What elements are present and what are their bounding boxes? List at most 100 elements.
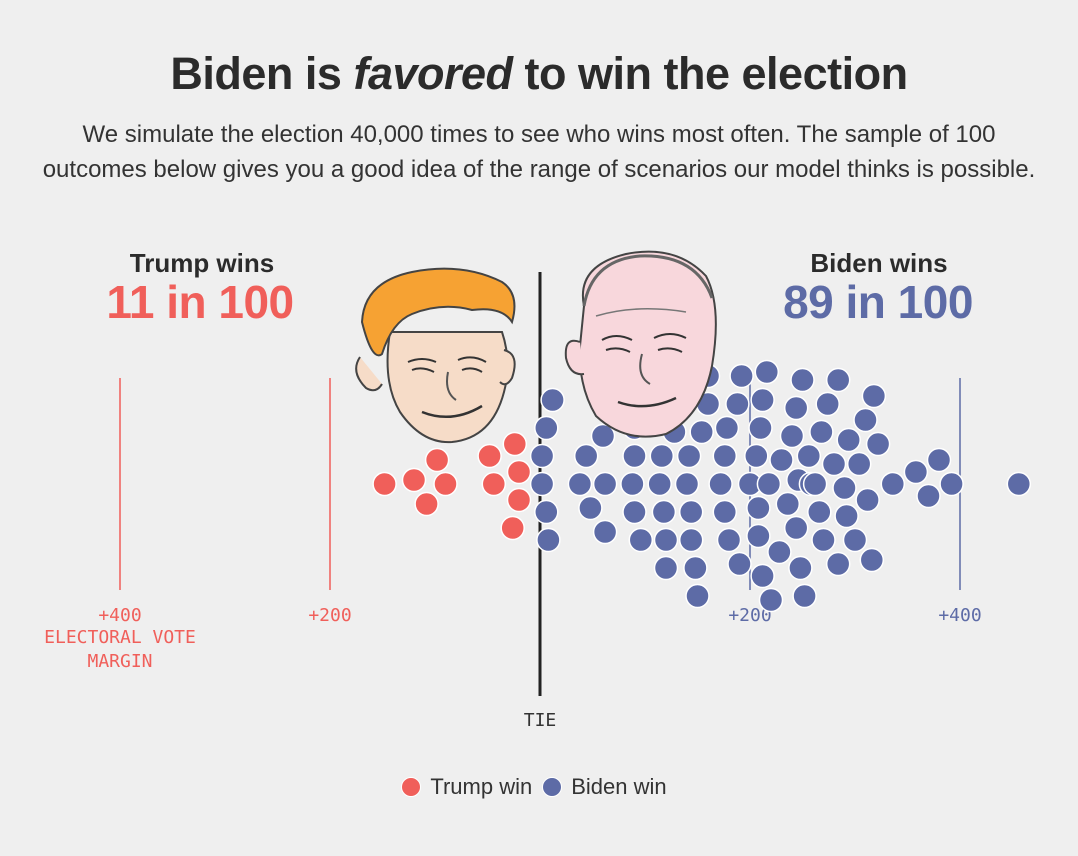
legend: Trump win Biden win [0, 774, 1078, 800]
headline: Biden is favored to win the election [0, 48, 1078, 100]
legend-item-biden: Biden win [542, 774, 667, 800]
biden-win-dot [811, 527, 836, 553]
biden-win-dot [783, 395, 809, 421]
biden-win-dot [727, 551, 752, 577]
biden-win-dot [729, 363, 754, 389]
biden-win-dot [796, 443, 822, 469]
headline-part1: Biden is [170, 48, 354, 99]
biden-win-dot [674, 471, 700, 497]
legend-biden-dot-icon [542, 777, 563, 797]
biden-win-dot [678, 499, 704, 525]
biden-win-dot [578, 495, 603, 521]
biden-win-dot [647, 471, 672, 497]
trump-win-dot [481, 471, 507, 497]
biden-win-dot [815, 391, 840, 417]
biden-win-dot [788, 555, 813, 581]
biden-win-dot [567, 471, 593, 497]
tick-label-biden-400: +400 [938, 605, 981, 626]
biden-win-dot [859, 547, 885, 573]
biden-portrait-illustration [564, 250, 717, 438]
biden-win-dot [725, 391, 750, 417]
trump-wins-count: 11 in 100 [106, 276, 294, 328]
biden-win-dot [748, 415, 773, 441]
trump-win-dot [506, 459, 532, 485]
biden-win-dot [529, 443, 555, 469]
dek: We simulate the election 40,000 times to… [42, 121, 1036, 183]
biden-win-dot [821, 451, 847, 477]
biden-win-dot [622, 499, 647, 525]
biden-win-dot [825, 551, 851, 577]
biden-win-dot [825, 367, 851, 393]
trump-win-dot [372, 471, 397, 497]
biden-win-dot [628, 527, 654, 553]
trump-portrait-illustration [355, 267, 516, 444]
biden-win-dot [880, 471, 906, 497]
trump-win-dot [502, 431, 528, 457]
biden-win-dot [534, 499, 559, 525]
biden-win-dot [653, 527, 679, 553]
biden-win-dot [775, 491, 801, 517]
biden-win-dot [716, 527, 742, 553]
biden-win-dot [540, 387, 565, 413]
biden-win-dot [529, 471, 555, 497]
biden-win-dot [861, 383, 887, 409]
tick-label-trump-400: +400 [98, 605, 141, 626]
trump-win-dot [401, 467, 427, 493]
biden-win-dot [649, 443, 675, 469]
biden-win-dot [683, 555, 708, 581]
biden-win-dot [746, 523, 771, 549]
legend-biden-label: Biden win [571, 774, 667, 799]
biden-win-dot [573, 443, 599, 469]
biden-win-dot [754, 359, 780, 385]
biden-win-dot [651, 499, 677, 525]
biden-win-dot [853, 407, 878, 433]
biden-win-dot [714, 415, 740, 441]
biden-win-dot [534, 415, 559, 441]
biden-win-dot [865, 431, 891, 457]
trump-win-dot [433, 471, 458, 497]
biden-win-dot [708, 471, 733, 497]
trump-win-dot [500, 515, 525, 541]
biden-win-dot [903, 459, 929, 485]
axis-title-line-1: ELECTORAL VOTE [44, 627, 196, 648]
biden-win-dot [783, 515, 809, 541]
biden-win-dot [939, 471, 964, 497]
biden-win-dot [689, 419, 714, 445]
biden-win-dot [758, 587, 784, 613]
biden-win-dot [536, 527, 561, 553]
tick-label-biden-200: +200 [728, 605, 771, 626]
biden-win-dot [620, 471, 645, 497]
biden-win-dot [792, 583, 817, 609]
trump-win-dot [424, 447, 450, 473]
biden-win-dot [653, 555, 679, 581]
biden-win-dot [756, 471, 782, 497]
biden-win-dot [622, 443, 647, 469]
biden-win-dot [685, 583, 710, 609]
biden-win-dot [834, 503, 859, 529]
trump-wins-label: Trump wins [129, 248, 275, 278]
trump-win-dot [477, 443, 502, 469]
biden-win-dot [807, 499, 832, 525]
biden-win-dot [832, 475, 857, 501]
biden-win-dot [846, 451, 872, 477]
biden-win-dot [744, 443, 769, 469]
biden-win-dot [767, 539, 792, 565]
legend-item-trump: Trump win [401, 774, 532, 800]
biden-win-dot [712, 499, 738, 525]
biden-win-dot [712, 443, 738, 469]
biden-win-dot [676, 443, 702, 469]
trump-win-dot [414, 491, 439, 517]
biden-win-dot [790, 367, 815, 393]
biden-win-dot [678, 527, 704, 553]
biden-win-dot [779, 423, 805, 449]
tie-label: TIE [524, 710, 557, 731]
legend-trump-dot-icon [401, 777, 422, 797]
legend-trump-label: Trump win [430, 774, 533, 799]
biden-wins-label: Biden wins [810, 248, 948, 278]
biden-win-dot [1006, 471, 1032, 497]
biden-win-dot [750, 387, 775, 413]
biden-win-dot [750, 563, 775, 589]
trump-win-dot [506, 487, 532, 513]
